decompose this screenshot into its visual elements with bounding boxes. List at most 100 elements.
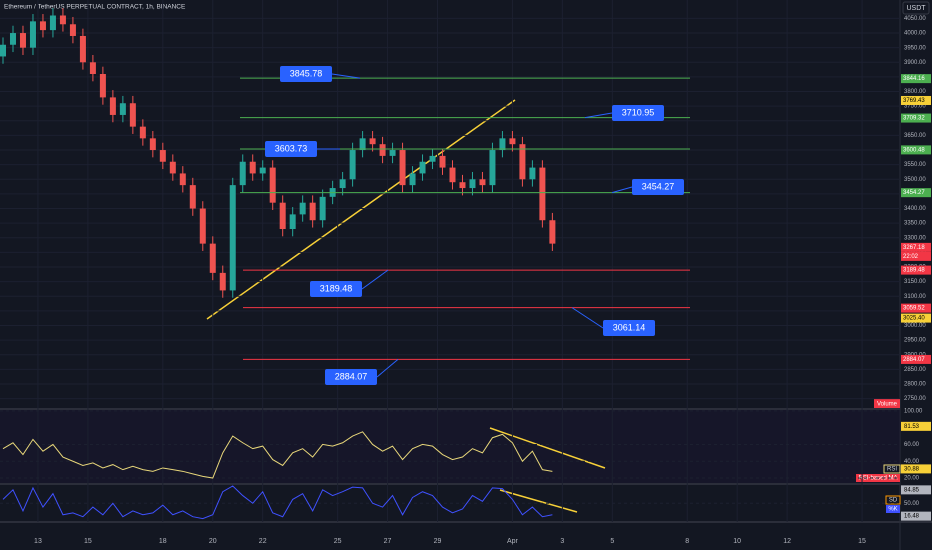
level-label: 3845.78 <box>290 68 323 78</box>
marker-label: 30.88 <box>904 466 920 472</box>
price-label-box <box>901 145 931 155</box>
candle-body <box>379 144 386 156</box>
marker-box <box>901 421 931 431</box>
y-tick-label: 2950.00 <box>904 338 926 344</box>
candle-body <box>159 150 166 162</box>
x-tick-label: 15 <box>84 538 92 545</box>
candle-body <box>129 103 136 127</box>
candle-body <box>359 138 366 151</box>
level-arrow <box>571 307 604 329</box>
x-tick-label: 18 <box>159 538 167 545</box>
price-label: 3600.48 <box>903 147 925 153</box>
candle-body <box>539 167 546 221</box>
price-label-box <box>901 74 931 84</box>
price-label: 3844.16 <box>903 76 925 82</box>
candle-body <box>449 167 456 183</box>
marker-box <box>901 511 931 521</box>
y-tick-label: 3750.00 <box>904 104 926 110</box>
price-label-box <box>901 113 931 123</box>
rsi-trendline <box>489 427 606 469</box>
level-label: 3189.48 <box>320 283 353 293</box>
ma-label: RSI-based MA <box>858 476 897 482</box>
candle-body <box>249 161 256 174</box>
currency: USDT <box>906 5 926 12</box>
candle-body <box>309 202 316 221</box>
candle-body <box>369 138 376 145</box>
y-tick-label: 2750.00 <box>904 396 926 402</box>
candle-body <box>399 150 406 186</box>
y-tick-label: 3100.00 <box>904 294 926 300</box>
price-label-box <box>901 265 931 275</box>
candle-body <box>119 103 126 115</box>
candle-body <box>9 33 16 45</box>
candle-body <box>49 15 56 31</box>
candle-body <box>279 202 286 230</box>
candle-body <box>469 179 476 189</box>
candle-body <box>179 173 186 186</box>
price-label: 3709.32 <box>903 116 925 122</box>
candle-body <box>79 35 86 63</box>
level-arrow <box>376 359 399 378</box>
marker-label: 81.53 <box>904 424 920 430</box>
candle-body <box>109 97 116 115</box>
countdown-box <box>901 251 931 261</box>
sd-tag <box>885 495 901 505</box>
candle-body <box>69 24 76 36</box>
k-label: %K <box>888 507 897 513</box>
candle-body <box>219 272 226 291</box>
y-tick-label: 3800.00 <box>904 89 926 95</box>
candle-body <box>269 167 276 203</box>
level-label-box <box>310 281 362 297</box>
level-label: 3454.27 <box>642 181 675 191</box>
level-label: 3710.95 <box>622 107 655 117</box>
y-tick-label: 4050.00 <box>904 16 926 22</box>
candle-body <box>29 21 36 48</box>
level-label-box <box>265 141 317 157</box>
indicator-line <box>2 431 553 479</box>
y-tick-label: 50.00 <box>904 501 920 507</box>
price-label-box <box>901 354 931 364</box>
rsi-tag <box>883 464 901 474</box>
price-label: 3267.18 <box>903 245 925 251</box>
marker-box <box>901 485 931 495</box>
level-label-box <box>325 369 377 385</box>
level-arrow <box>361 269 389 290</box>
x-tick-label: 8 <box>685 538 689 545</box>
chart-title: Ethereum / TetherUS PERPETUAL CONTRACT, … <box>4 4 186 11</box>
price-label: 3025.40 <box>903 316 925 322</box>
y-tick-label: 3400.00 <box>904 206 926 212</box>
candle-body <box>19 33 26 48</box>
candle-body <box>429 155 436 162</box>
rsi-name: RSI <box>887 467 897 473</box>
candle-body <box>339 179 346 189</box>
candle-body <box>189 185 196 209</box>
level-label: 2884.07 <box>335 371 368 381</box>
y-tick-label: 20.00 <box>904 476 920 482</box>
volume-tag <box>874 399 900 408</box>
price-label: 3454.27 <box>903 190 925 196</box>
rsi-band <box>0 410 900 483</box>
x-tick-label: 29 <box>434 538 442 545</box>
level-arrow <box>331 73 361 79</box>
candle-body <box>259 167 266 174</box>
price-label: 3189.48 <box>903 268 925 274</box>
candle-body <box>149 138 156 151</box>
price-label: 3059.52 <box>903 306 925 312</box>
y-tick-label: 100.00 <box>904 408 923 414</box>
candle-body <box>299 202 306 215</box>
currency-box <box>902 1 930 15</box>
candle-body <box>459 182 466 189</box>
x-tick-label: 22 <box>259 538 267 545</box>
y-tick-label: 3500.00 <box>904 177 926 183</box>
candle-body <box>549 220 556 244</box>
x-tick-label: 27 <box>384 538 392 545</box>
price-label-box <box>901 303 931 313</box>
y-tick-label: 40.00 <box>904 459 920 465</box>
candle-body <box>89 62 96 74</box>
candle-body <box>349 150 356 180</box>
marker-box <box>901 464 931 474</box>
level-arrow <box>584 112 613 119</box>
level-label-box <box>632 179 684 195</box>
candle-body <box>289 214 296 230</box>
